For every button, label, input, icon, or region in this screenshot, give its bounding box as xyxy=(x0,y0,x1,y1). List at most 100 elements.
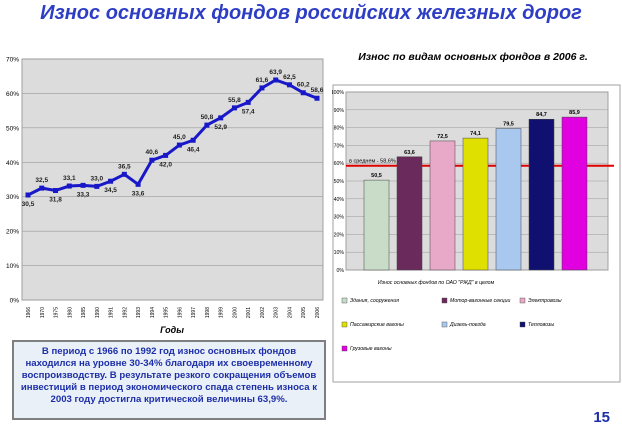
bar-chart-bar xyxy=(528,118,555,271)
line-chart-point xyxy=(108,178,114,184)
summary-box: В период с 1966 по 1992 год износ основн… xyxy=(12,340,326,420)
line-chart-x-tick-label: 2001 xyxy=(246,307,252,318)
bar-chart-data-label: 50,5 xyxy=(371,173,382,179)
bar-chart-y-tick-label: 30% xyxy=(334,215,345,221)
line-chart-data-label: 50,8 xyxy=(201,114,214,121)
line-chart-points xyxy=(25,77,320,198)
line-chart: 0% 10% 20% 30% 40% 50% 60% 70% 1966 1970 1975 1980… xyxy=(6,57,324,336)
bar-chart-y-tick-label: 50% xyxy=(334,179,345,185)
line-chart-data-label: 33,1 xyxy=(63,175,76,182)
line-chart-x-axis-label: Годы xyxy=(160,325,184,335)
line-chart-x-tick-label: 1996 xyxy=(177,307,183,318)
average-reference-label: в среднем - 58,6% xyxy=(349,159,396,165)
bar-chart-data-label: 79,5 xyxy=(503,121,514,127)
line-chart-data-label: 31,8 xyxy=(49,197,62,204)
bar-chart-x-axis-label: Износ основных фондов по ОАО "РЖД" в цел… xyxy=(378,280,495,286)
line-chart-y-ticks: 0% 10% 20% 30% 40% 50% 60% 70% xyxy=(6,57,19,305)
line-chart-data-label: 57,4 xyxy=(242,108,255,115)
line-chart-x-tick-label: 1991 xyxy=(109,307,115,318)
bar-chart-legend-label: Пассажирские вагоны xyxy=(350,322,404,328)
bar-chart-legend-label: Электровозы xyxy=(528,298,562,304)
line-chart-x-tick-label: 2005 xyxy=(301,307,307,318)
bar-chart-data-label: 84,7 xyxy=(536,112,547,118)
line-chart-x-tick-label: 2000 xyxy=(232,307,238,318)
bar-chart-bar xyxy=(396,156,423,271)
bar-chart-data-label: 63,6 xyxy=(404,150,415,156)
line-chart-data-label: 62,5 xyxy=(283,74,296,81)
bar-chart-legend-swatch xyxy=(341,297,348,304)
bar-chart-bar xyxy=(561,116,588,271)
bar-chart-y-tick-label: 90% xyxy=(334,108,345,114)
bar-chart-legend-label: Здания, сооружения xyxy=(350,298,399,304)
bar-chart-y-tick-label: 10% xyxy=(334,250,345,256)
line-chart-data-label: 36,5 xyxy=(118,163,131,170)
line-chart-point xyxy=(39,185,45,191)
line-chart-point xyxy=(190,137,196,143)
bar-chart-y-tick-label: 70% xyxy=(334,143,345,149)
line-chart-x-tick-label: 1990 xyxy=(95,307,101,318)
line-chart-data-label: 33,0 xyxy=(90,175,103,182)
line-chart-data-label: 32,5 xyxy=(35,177,48,184)
line-chart-y-tick-label: 20% xyxy=(6,229,19,236)
bar-chart-y-tick-label: 100% xyxy=(332,90,344,96)
line-chart-y-tick-label: 40% xyxy=(6,160,19,167)
line-chart-y-tick-label: 60% xyxy=(6,91,19,98)
line-chart-x-ticks: 1966 1970 1975 1980 1985 1990 1991 1992 1993 1994… xyxy=(26,307,321,318)
line-chart-x-tick-label: 1998 xyxy=(205,307,211,318)
line-chart-x-tick-label: 2002 xyxy=(260,307,266,318)
line-chart-x-tick-label: 1966 xyxy=(26,307,32,318)
line-chart-data-label: 45,0 xyxy=(173,134,186,141)
line-chart-plot-area xyxy=(21,58,324,301)
bar-chart-legend-swatch xyxy=(441,297,448,304)
line-chart-data-label: 58,6 xyxy=(311,87,324,94)
line-chart-point xyxy=(149,157,155,163)
bar-chart-legend-swatch xyxy=(341,345,348,352)
line-chart-point xyxy=(80,182,86,188)
bar-chart: 0% 10% 20% 30% 40% 50% 60% 70% 80% 90% 100% в сред… xyxy=(332,84,621,383)
line-chart-point xyxy=(66,183,72,189)
line-chart-point xyxy=(273,77,279,83)
line-chart-y-tick-label: 10% xyxy=(6,263,19,270)
line-chart-x-tick-label: 2004 xyxy=(287,307,293,318)
line-chart-point xyxy=(25,192,31,198)
bar-chart-legend: Здания, сооружения Мотор-вагонные секции Э… xyxy=(341,297,562,352)
line-chart-data-label: 34,5 xyxy=(104,187,117,194)
line-chart-y-tick-label: 0% xyxy=(10,298,20,305)
line-chart-y-tick-label: 50% xyxy=(6,125,19,132)
line-chart-series-line xyxy=(27,78,318,197)
line-chart-data-label: 46,4 xyxy=(187,146,200,153)
line-chart-x-tick-label: 2006 xyxy=(315,307,321,318)
line-chart-data-label: 60,2 xyxy=(297,82,310,89)
line-chart-point xyxy=(218,115,224,121)
line-chart-point xyxy=(300,90,306,96)
bar-chart-title: Износ по видам основных фондов в 2006 г. xyxy=(358,51,588,63)
bar-chart-legend-label: Дизель-поезда xyxy=(449,322,486,328)
bar-chart-bars xyxy=(363,116,588,271)
bar-chart-y-ticks: 0% 10% 20% 30% 40% 50% 60% 70% 80% 90% 100% xyxy=(332,90,344,274)
bar-chart-bar xyxy=(363,179,390,271)
bar-chart-y-tick-label: 0% xyxy=(337,268,345,274)
bar-chart-bar xyxy=(495,128,522,271)
line-chart-y-tick-label: 70% xyxy=(6,57,19,64)
line-chart-data-label: 40,6 xyxy=(146,149,159,156)
line-chart-x-tick-label: 1997 xyxy=(191,307,197,318)
line-chart-point xyxy=(314,95,320,101)
line-chart-y-tick-label: 30% xyxy=(6,194,19,201)
bar-chart-legend-swatch xyxy=(519,321,526,328)
line-chart-data-label: 55,8 xyxy=(228,97,241,104)
line-chart-x-tick-label: 1975 xyxy=(54,307,60,318)
line-chart-data-label: 52,9 xyxy=(214,124,227,131)
bar-chart-legend-swatch xyxy=(441,321,448,328)
line-chart-point xyxy=(231,105,237,111)
line-chart-data-label: 33,6 xyxy=(132,190,145,197)
line-chart-point xyxy=(204,122,210,128)
line-chart-point xyxy=(259,85,265,91)
line-chart-point xyxy=(94,183,100,189)
line-chart-x-tick-label: 1980 xyxy=(67,307,73,318)
slide-title: Износ основных фондов российских железны… xyxy=(40,2,582,24)
page-number: 15 xyxy=(593,409,610,426)
line-chart-data-label: 63,9 xyxy=(269,69,282,76)
line-chart-x-tick-label: 1992 xyxy=(122,307,128,318)
line-chart-point xyxy=(245,99,251,105)
line-chart-data-label: 33,3 xyxy=(77,191,90,198)
